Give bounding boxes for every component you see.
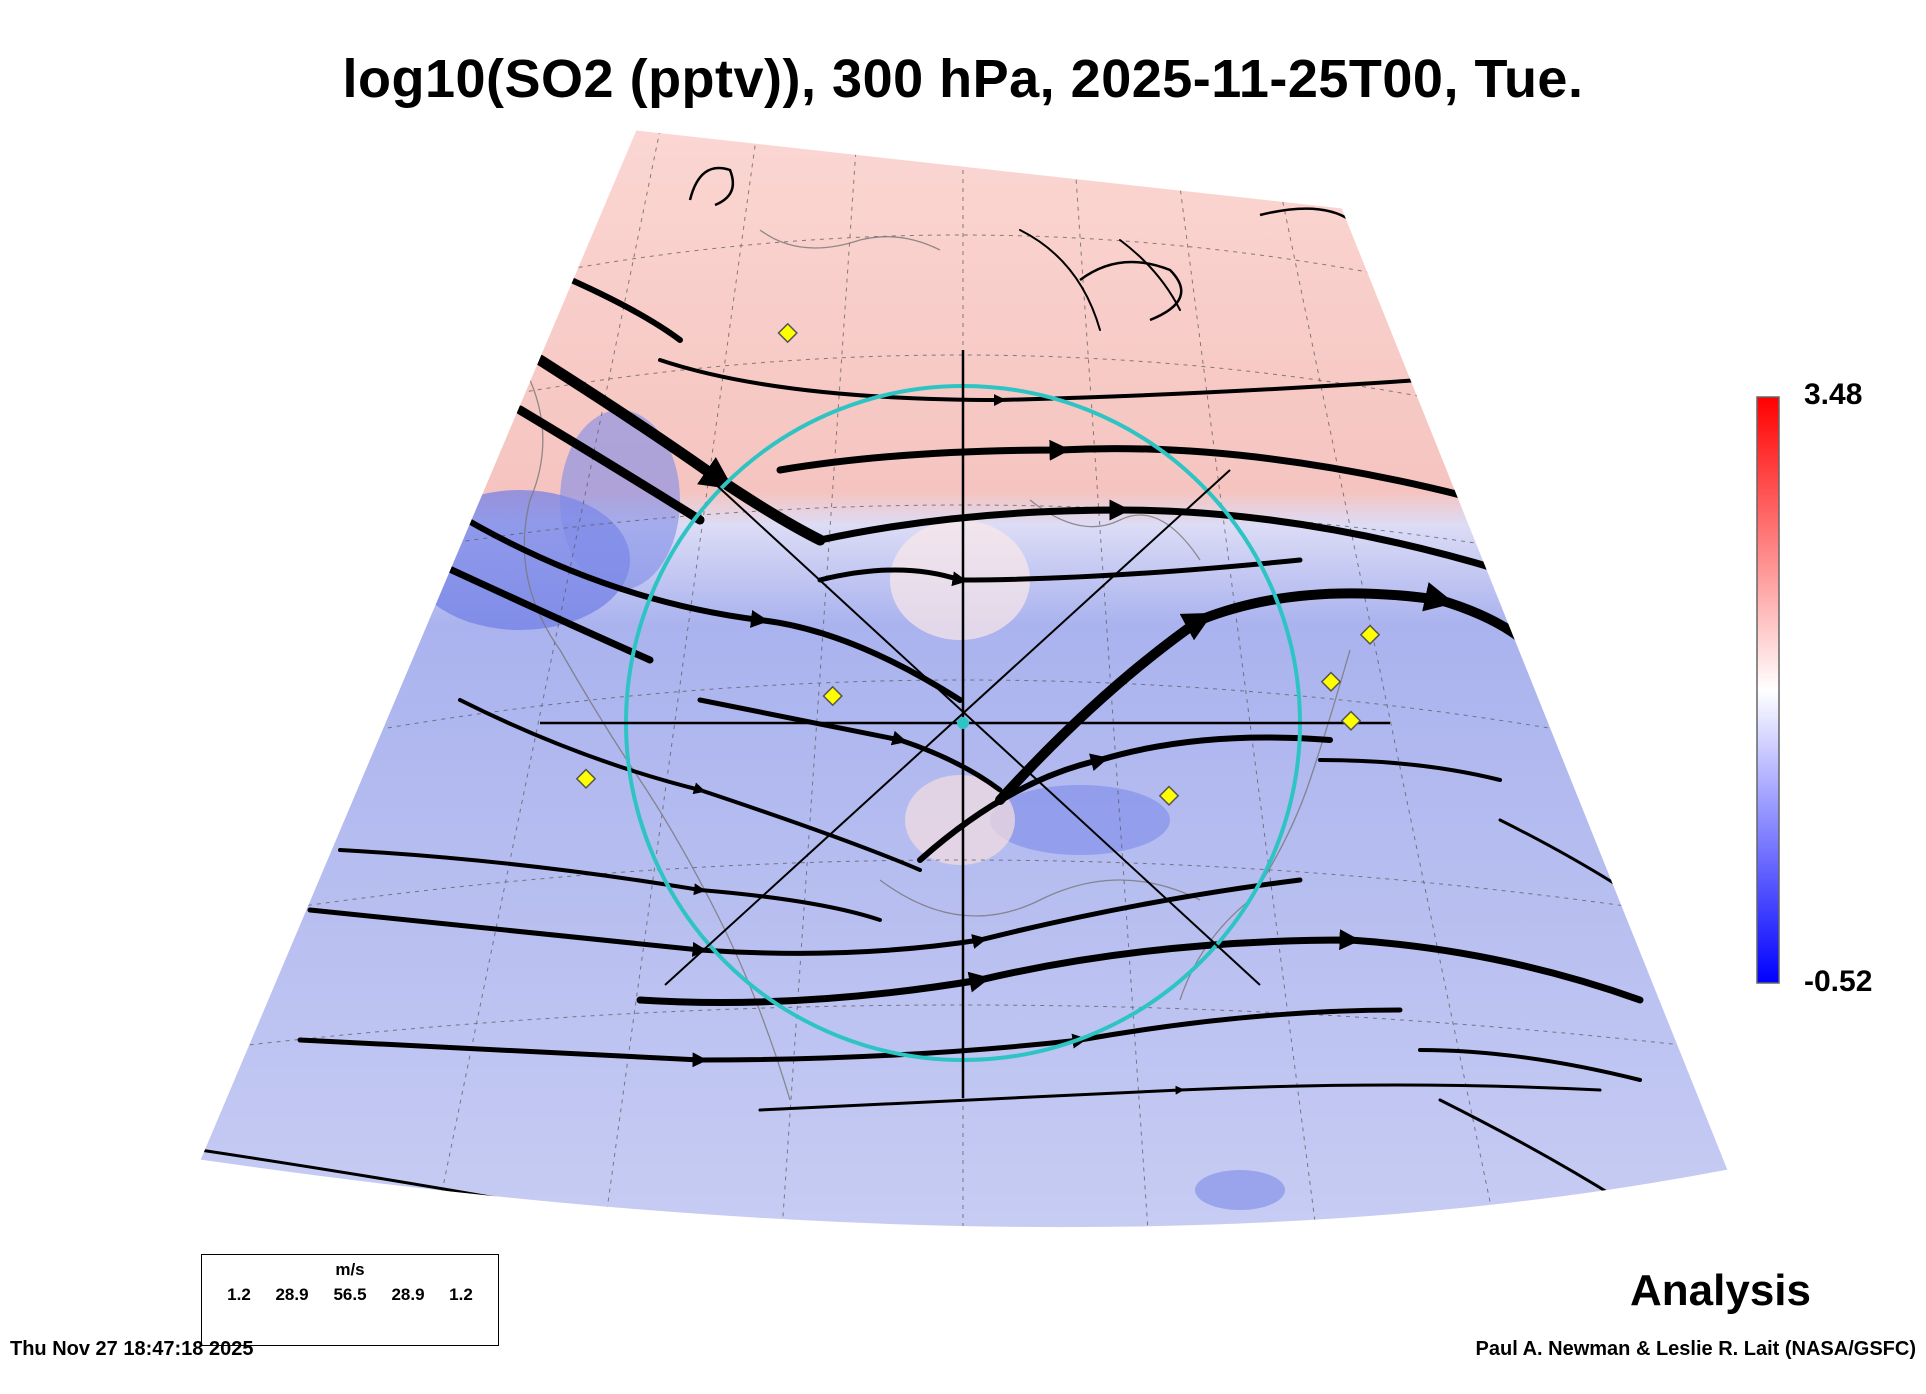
map-sector — [199, 129, 1729, 1229]
timestamp: Thu Nov 27 18:47:18 2025 — [10, 1338, 254, 1360]
legend-unit: m/s — [335, 1260, 365, 1279]
colorbar — [1756, 396, 1780, 984]
page-title: log10(SO2 (pptv)), 300 hPa, 2025-11-25T0… — [342, 49, 1584, 109]
legend-speed-5: 1.2 — [449, 1285, 473, 1304]
colorbar-max-label: 3.48 — [1804, 378, 1863, 411]
analysis-label: Analysis — [1630, 1266, 1811, 1315]
cross-section-circle — [540, 350, 1390, 1098]
station-markers — [575, 322, 1381, 806]
colorbar-min-label: -0.52 — [1804, 965, 1873, 998]
wind-speed-legend: m/s 1.2 28.9 56.5 28.9 1.2 — [201, 1254, 499, 1346]
legend-speed-3: 56.5 — [333, 1285, 367, 1304]
legend-speed-1: 1.2 — [227, 1285, 251, 1304]
legend-speed-4: 28.9 — [391, 1285, 425, 1304]
legend-speed-2: 28.9 — [275, 1285, 309, 1304]
credit: Paul A. Newman & Leslie R. Lait (NASA/GS… — [1475, 1338, 1916, 1360]
